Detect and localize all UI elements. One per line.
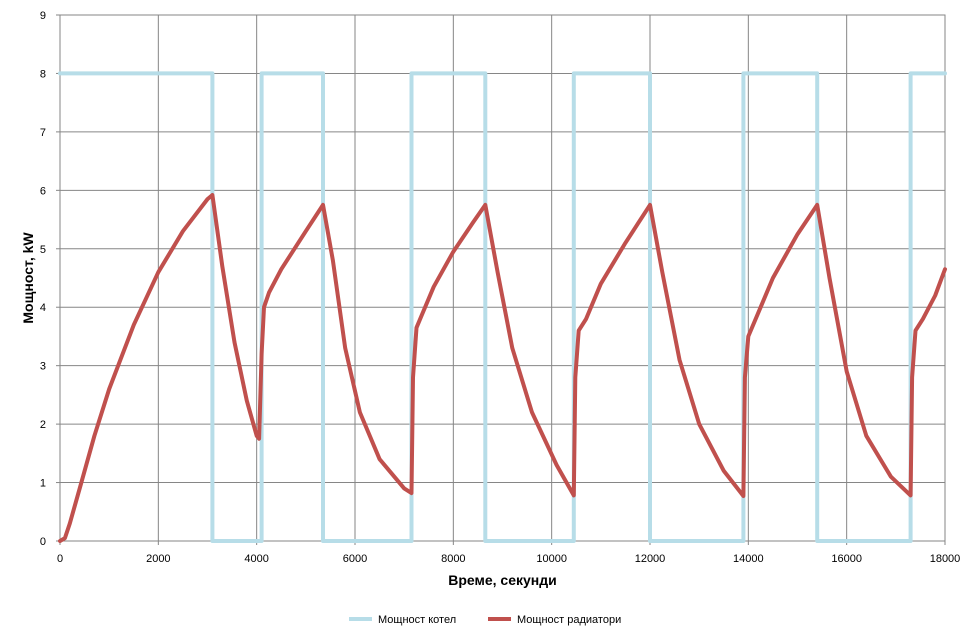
series-line-boiler bbox=[58, 71, 947, 543]
x-tick-label: 2000 bbox=[146, 553, 170, 565]
y-tick-label: 3 bbox=[40, 361, 46, 373]
x-tick-label: 16000 bbox=[831, 553, 862, 565]
x-tick-label: 8000 bbox=[441, 553, 465, 565]
y-tick-label: 1 bbox=[40, 478, 46, 490]
y-tick-label: 8 bbox=[40, 68, 46, 80]
legend-label-radiators: Мощност радиатори bbox=[517, 614, 621, 626]
y-tick-label: 0 bbox=[40, 536, 46, 548]
grid bbox=[59, 14, 946, 542]
axis-ticks: 0 1 2 3 4 5 6 7 8 9 0 2000 4000 6000 8000 10000 12000 140… bbox=[40, 10, 960, 565]
x-tick-label: 10000 bbox=[536, 553, 567, 565]
x-axis-title: Време, секунди bbox=[448, 572, 557, 588]
y-tick-label: 2 bbox=[40, 419, 46, 431]
y-tick-label: 6 bbox=[40, 185, 46, 197]
x-tick-label: 0 bbox=[57, 553, 63, 565]
y-tick-label: 7 bbox=[40, 127, 46, 139]
x-tick-label: 4000 bbox=[244, 553, 268, 565]
y-axis-title: Мощност, kW bbox=[20, 232, 36, 324]
series-line-radiators bbox=[58, 193, 947, 543]
y-tick-label: 9 bbox=[40, 10, 46, 22]
series bbox=[58, 71, 947, 543]
legend-label-boiler: Мощност котел bbox=[378, 614, 456, 626]
y-tick-label: 5 bbox=[40, 244, 46, 256]
x-tick-label: 14000 bbox=[733, 553, 764, 565]
x-tick-label: 12000 bbox=[635, 553, 666, 565]
x-tick-label: 18000 bbox=[930, 553, 961, 565]
y-tick-label: 4 bbox=[40, 302, 46, 314]
plot-area-border bbox=[59, 14, 946, 542]
x-tick-label: 6000 bbox=[343, 553, 367, 565]
legend: Мощност котел Мощност радиатори bbox=[349, 614, 621, 626]
